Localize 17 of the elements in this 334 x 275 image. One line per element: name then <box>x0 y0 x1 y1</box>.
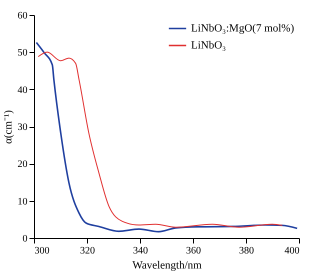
x-tick-label: 320 <box>80 246 95 256</box>
legend-label: LiNbO₃:MgO(7 mol%) <box>191 22 294 34</box>
x-tick-label: 340 <box>133 246 148 256</box>
y-tick-label: 0 <box>22 234 28 244</box>
y-tick-label: 10 <box>18 196 28 208</box>
x-tick-label: 300 <box>34 246 50 256</box>
x-tick-label: 400 <box>284 246 300 256</box>
y-tick-label: 20 <box>18 159 28 170</box>
x-tick-label: 360 <box>186 246 201 256</box>
y-tick-label: 30 <box>18 122 28 133</box>
x-tick-label: 380 <box>239 246 254 256</box>
y-axis-title: α(cm⁻¹) <box>2 110 14 144</box>
y-tick-label: 60 <box>18 10 28 22</box>
y-tick-label: 50 <box>18 48 28 59</box>
y-tick-label: 40 <box>18 84 28 96</box>
legend-label: LiNbO₃ <box>191 40 226 52</box>
x-axis-title: Wavelength/nm <box>132 260 202 272</box>
